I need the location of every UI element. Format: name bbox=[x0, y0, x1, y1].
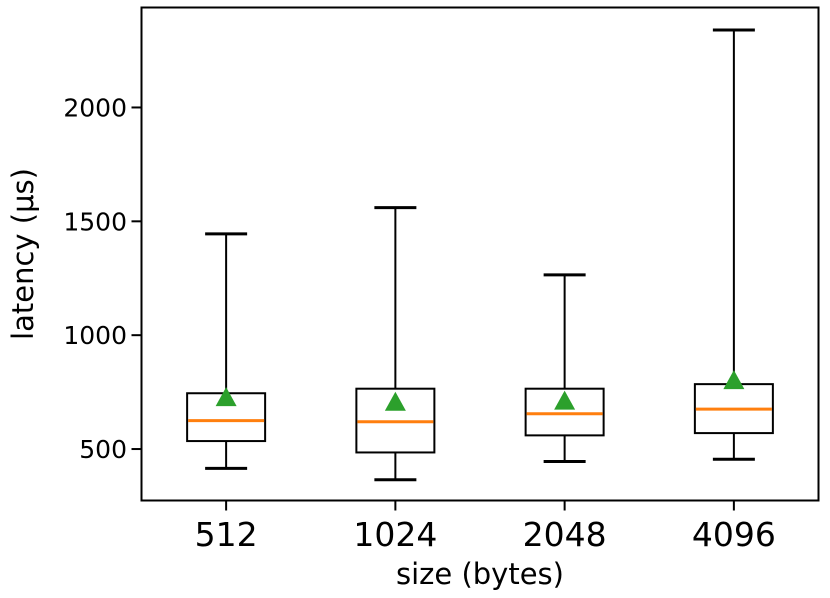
x-tick-label: 512 bbox=[195, 515, 258, 554]
plot-frame bbox=[140, 6, 820, 502]
y-axis-label: latency (μs) bbox=[6, 168, 40, 340]
mean-triangle-up-icon bbox=[554, 390, 576, 410]
y-tick-label: 1500 bbox=[63, 207, 127, 236]
mean-triangle-up-icon bbox=[215, 387, 237, 407]
x-axis-label: size (bytes) bbox=[396, 557, 564, 591]
x-tick-label: 1024 bbox=[353, 515, 437, 554]
y-tick-label: 1000 bbox=[63, 321, 127, 350]
mean-triangle-up-icon bbox=[384, 391, 406, 411]
x-tick-label: 4096 bbox=[692, 515, 776, 554]
y-tick-label: 500 bbox=[79, 435, 127, 464]
mean-triangle-up-icon bbox=[723, 370, 745, 390]
y-tick-label: 2000 bbox=[63, 93, 127, 122]
x-tick-label: 2048 bbox=[523, 515, 607, 554]
